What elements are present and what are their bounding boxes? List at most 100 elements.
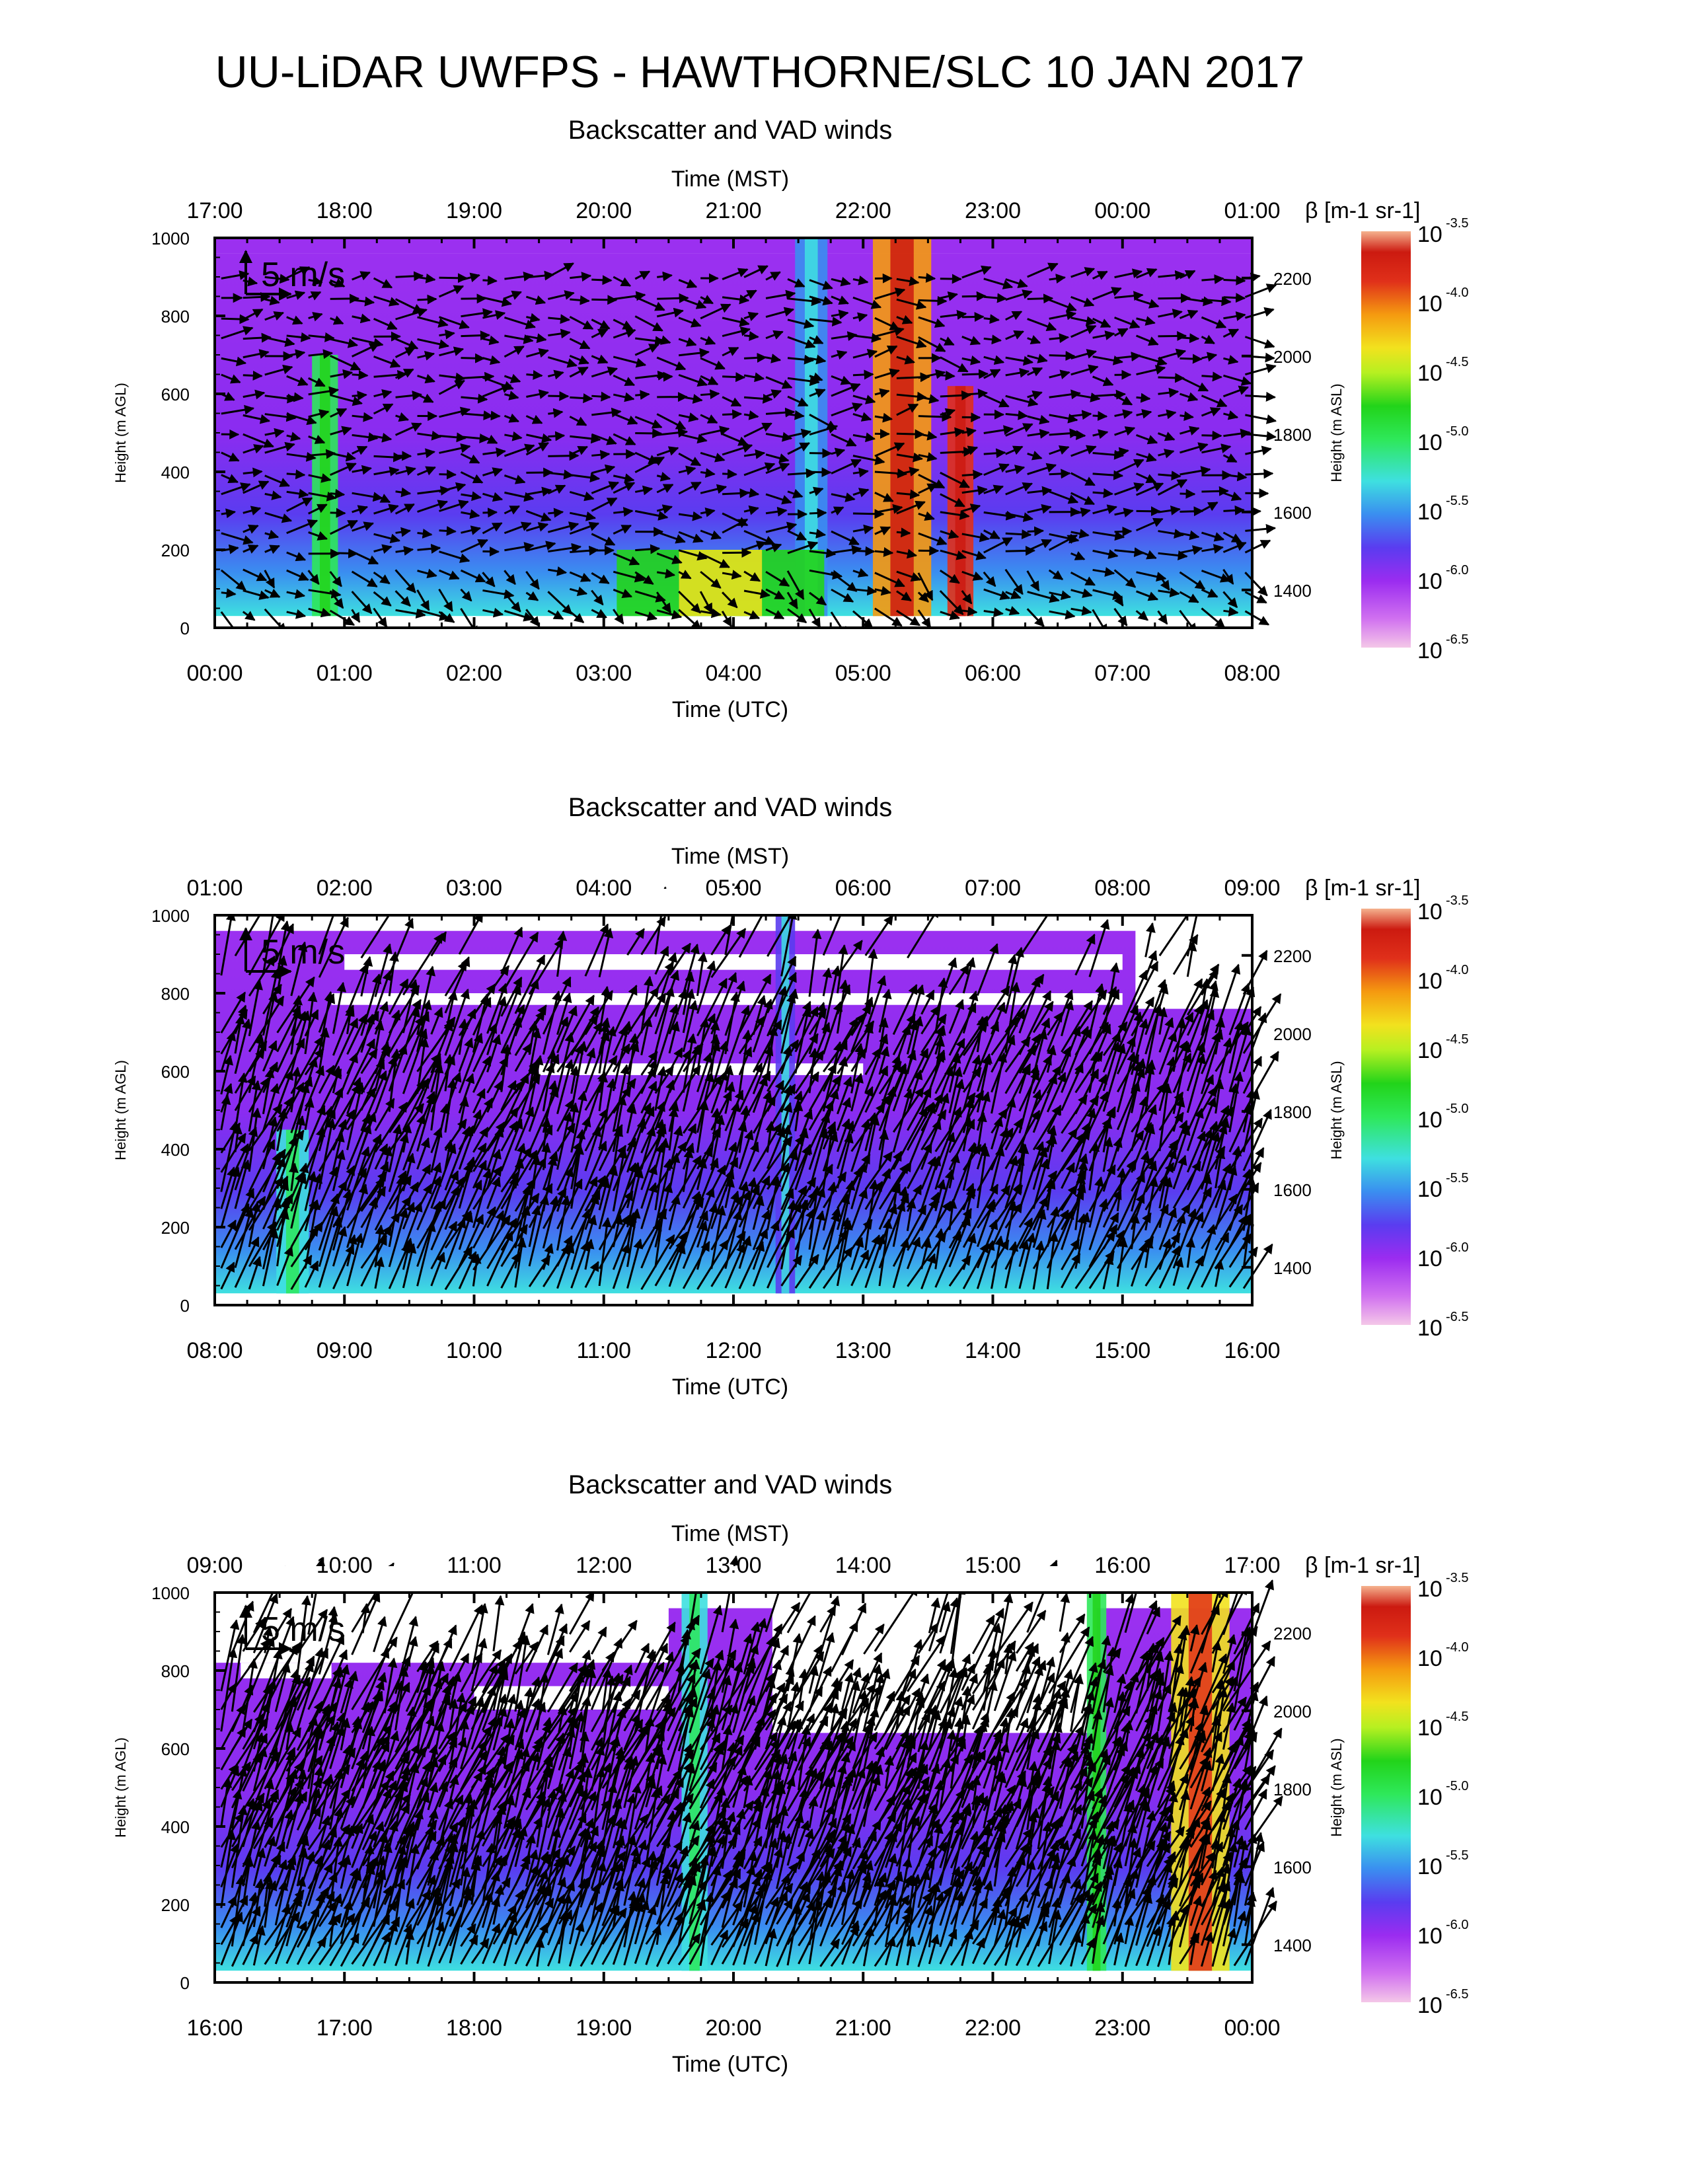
panel-title: Backscatter and VAD winds — [568, 793, 893, 822]
colorbar-tick-label: 10 — [1417, 1854, 1442, 1879]
top-tick-label: 08:00 — [1094, 876, 1150, 901]
aerosol-plume-core — [890, 238, 913, 616]
top-tick-label: 13:00 — [705, 1553, 761, 1578]
colorbar-tick-label: 10 — [1417, 500, 1442, 525]
wind-arrow — [570, 397, 592, 398]
left-tick-label: 0 — [180, 619, 190, 638]
colorbar-tick-label: 10 — [1417, 430, 1442, 455]
wind-arrow — [962, 474, 982, 475]
colorbar-tick-label: 10 — [1417, 291, 1442, 317]
colorbar-tick-exponent: -6.0 — [1446, 563, 1468, 578]
top-tick-label: 17:00 — [186, 198, 243, 223]
left-axis-label: Height (m AGL) — [112, 383, 129, 483]
wind-arrow — [700, 394, 719, 395]
colorbar-tick-label: 10 — [1417, 361, 1442, 386]
top-tick-label: 09:00 — [186, 1553, 243, 1578]
top-tick-label: 18:00 — [317, 198, 373, 223]
colorbar-tick-exponent: -4.5 — [1446, 355, 1468, 369]
colorbar-tick-label: 10 — [1417, 1316, 1442, 1341]
bottom-tick-label: 01:00 — [317, 661, 373, 686]
colorbar-tick-label: 10 — [1417, 1785, 1442, 1810]
bottom-tick-label: 16:00 — [1224, 1338, 1280, 1363]
bottom-tick-label: 20:00 — [705, 2015, 761, 2041]
wind-arrow — [1006, 550, 1035, 551]
wind-arrow — [918, 300, 946, 301]
right-tick-label: 2200 — [1273, 269, 1312, 289]
colorbar-tick-exponent: -4.0 — [1446, 1640, 1468, 1655]
top-axis-label: Time (MST) — [671, 1521, 789, 1546]
top-tick-label: 00:00 — [1094, 198, 1150, 223]
colorbar-tick-exponent: -4.5 — [1446, 1710, 1468, 1724]
left-tick-label: 400 — [161, 1140, 190, 1160]
wind-arrow — [482, 512, 496, 513]
colorbar-tick-label: 10 — [1417, 1038, 1442, 1063]
top-tick-label: 20:00 — [576, 198, 632, 223]
wind-arrow — [635, 394, 649, 395]
top-tick-label: 03:00 — [446, 876, 502, 901]
clip-bottom — [211, 1982, 1255, 2009]
top-tick-label: 17:00 — [1224, 1553, 1280, 1578]
wind-arrow — [853, 374, 873, 375]
figure-title: UU-LiDAR UWFPS - HAWTHORNE/SLC 10 JAN 20… — [215, 47, 1305, 97]
wind-arrow — [1223, 510, 1244, 511]
colorbar-tick-label: 10 — [1417, 1246, 1442, 1271]
colorbar-tick-exponent: -6.5 — [1446, 1310, 1468, 1324]
colorbar-tick-label: 10 — [1417, 1108, 1442, 1133]
wind-arrow — [243, 297, 270, 298]
wind-arrow — [526, 375, 542, 376]
top-tick-label: 01:00 — [1224, 198, 1280, 223]
wind-arrow — [1223, 280, 1245, 281]
colorbar-tick-exponent: -5.0 — [1446, 424, 1468, 439]
wind-arrow — [940, 375, 955, 376]
bottom-tick-label: 05:00 — [835, 661, 891, 686]
wind-arrow — [1006, 533, 1031, 535]
right-tick-label: 1800 — [1273, 1102, 1312, 1122]
wind-arrow — [1201, 435, 1221, 436]
top-tick-label: 05:00 — [705, 876, 761, 901]
colorbar-tick-exponent: -3.5 — [1446, 1571, 1468, 1585]
right-tick-label: 1600 — [1273, 1858, 1312, 1877]
colorbar-tick-exponent: -4.5 — [1446, 1032, 1468, 1047]
wind-arrow — [1201, 491, 1228, 492]
wind-arrow — [962, 296, 986, 297]
right-tick-label: 1400 — [1273, 1258, 1312, 1278]
colorbar-tick-exponent: -6.5 — [1446, 632, 1468, 647]
colorbar-tick-exponent: -5.5 — [1446, 494, 1468, 508]
aerosol-plume-core — [679, 550, 763, 616]
bottom-tick-label: 11:00 — [576, 1338, 631, 1363]
no-data-band — [344, 954, 1123, 970]
wind-arrow — [243, 375, 262, 376]
colorbar — [1361, 1586, 1411, 2002]
wind-arrow — [1049, 473, 1070, 474]
left-axis-label: Height (m AGL) — [112, 1060, 129, 1160]
top-tick-label: 09:00 — [1224, 876, 1280, 901]
colorbar-tick-exponent: -4.0 — [1446, 285, 1468, 300]
right-axis-label: Height (m ASL) — [1328, 1061, 1345, 1159]
bottom-tick-label: 12:00 — [705, 1338, 761, 1363]
bottom-axis-label: Time (UTC) — [672, 697, 788, 722]
wind-arrow — [962, 374, 988, 375]
wind-arrow — [940, 279, 961, 280]
bottom-tick-label: 00:00 — [186, 661, 243, 686]
bottom-tick-label: 02:00 — [446, 661, 502, 686]
bottom-tick-label: 07:00 — [1094, 661, 1150, 686]
top-tick-label: 02:00 — [317, 876, 373, 901]
colorbar-tick-exponent: -5.0 — [1446, 1779, 1468, 1793]
left-tick-label: 200 — [161, 1895, 190, 1915]
wind-arrow — [1223, 297, 1244, 298]
panel-title: Backscatter and VAD winds — [568, 116, 893, 145]
right-tick-label: 1600 — [1273, 1180, 1312, 1200]
right-tick-label: 1400 — [1273, 1936, 1312, 1955]
top-tick-label: 14:00 — [835, 1553, 891, 1578]
colorbar-tick-exponent: -6.0 — [1446, 1918, 1468, 1932]
left-tick-label: 200 — [161, 541, 190, 560]
right-tick-label: 2200 — [1273, 1624, 1312, 1643]
wind-arrow — [1028, 298, 1053, 299]
top-tick-label: 21:00 — [705, 198, 761, 223]
colorbar-tick-exponent: -6.5 — [1446, 1987, 1468, 2002]
colorbar-tick-label: 10 — [1417, 569, 1442, 594]
colorbar-tick-label: 10 — [1417, 899, 1442, 924]
wind-arrow — [548, 512, 562, 513]
colorbar-tick-label: 10 — [1417, 1715, 1442, 1741]
